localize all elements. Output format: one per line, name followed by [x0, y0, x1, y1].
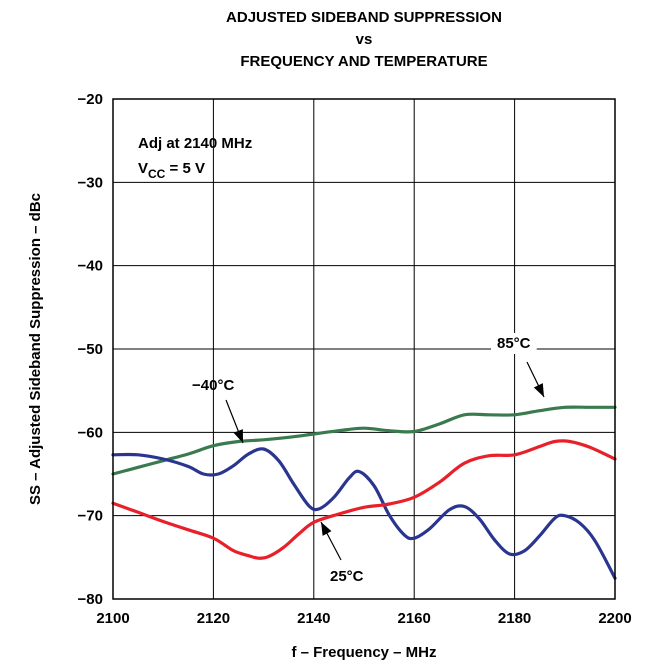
series-layer: [111, 405, 617, 580]
y-tick-label: −80: [78, 591, 103, 608]
chart-title-line-3: FREQUENCY AND TEMPERATURE: [240, 53, 487, 70]
annotation-label-40c: −40°C: [192, 377, 234, 394]
series-line-40c: [111, 447, 617, 580]
y-tick-label: −70: [78, 508, 103, 525]
annotation-arrowhead: [533, 383, 544, 397]
annotation-arrowhead: [233, 429, 243, 443]
condition-vcc: VCC = 5 V: [138, 160, 205, 181]
y-tick-label: −60: [78, 424, 103, 441]
chart-title-line-2: vs: [356, 31, 373, 48]
plot-frame: [112, 98, 616, 600]
x-tick-label: 2140: [297, 610, 330, 627]
x-tick-label: 2160: [398, 610, 431, 627]
x-axis-label: f – Frequency – MHz: [291, 644, 436, 661]
series-line-25c: [111, 439, 617, 560]
y-tick-label: −20: [78, 91, 103, 108]
y-tick-label: −30: [78, 174, 103, 191]
condition-adj: Adj at 2140 MHz: [138, 135, 252, 152]
condition-vcc-prefix: V: [138, 160, 148, 177]
x-axis-ticks: 2100 2120 2140 2160 2180 2200: [96, 610, 631, 627]
annotation-label-85c: 85°C: [497, 335, 531, 352]
series-line-85c: [111, 405, 617, 476]
x-tick-label: 2200: [598, 610, 631, 627]
y-tick-label: −40: [78, 258, 103, 275]
y-tick-label: −50: [78, 341, 103, 358]
annotation-layer: 85°C −40°C 25°C: [192, 333, 545, 585]
x-tick-label: 2100: [96, 610, 129, 627]
annotation-label-25c: 25°C: [330, 568, 364, 585]
annotation-label-bg: [491, 333, 537, 354]
condition-vcc-sub: CC: [148, 167, 166, 181]
chart-title-line-1: ADJUSTED SIDEBAND SUPPRESSION: [226, 9, 502, 26]
y-axis-label: SS – Adjusted Sideband Suppression – dBc: [27, 193, 44, 505]
condition-vcc-suffix: = 5 V: [165, 160, 205, 177]
x-tick-label: 2180: [498, 610, 531, 627]
y-axis-ticks: −20 −30 −40 −50 −60 −70 −80: [78, 91, 103, 608]
x-tick-label: 2120: [197, 610, 230, 627]
annotation-arrowhead: [321, 522, 332, 536]
